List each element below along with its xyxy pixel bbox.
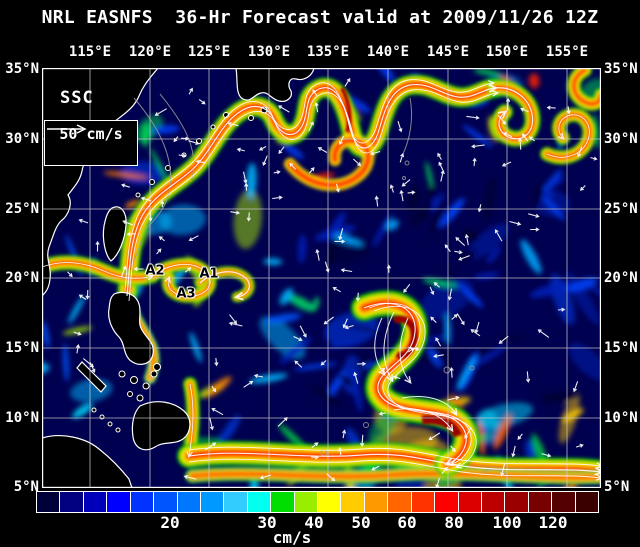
colorbar-cell bbox=[435, 492, 458, 512]
lat-tick-label: 30°N bbox=[604, 131, 638, 147]
speed-colorbar bbox=[36, 491, 599, 513]
lat-tick-label: 15°N bbox=[604, 340, 638, 356]
colorbar-cell bbox=[200, 492, 224, 512]
legend-title: SSC bbox=[60, 88, 94, 108]
lon-tick-label: 145°E bbox=[426, 44, 470, 60]
lat-tick-label: 25°N bbox=[604, 201, 638, 217]
lon-tick-label: 140°E bbox=[366, 44, 410, 60]
colorbar-cell bbox=[505, 492, 528, 512]
colorbar-cell bbox=[458, 492, 482, 512]
lat-tick-label: 10°N bbox=[5, 410, 39, 426]
colorbar-cell bbox=[388, 492, 411, 512]
colorbar-tick: 20 bbox=[160, 513, 180, 532]
vector-scale-box: 50 cm/s bbox=[44, 120, 138, 166]
lon-tick-label: 115°E bbox=[68, 44, 112, 60]
forecast-current-map: SSC 50 cm/s A2 A1 A3 bbox=[42, 68, 601, 488]
colorbar-cell bbox=[130, 492, 154, 512]
colorbar-cell bbox=[60, 492, 83, 512]
lat-tick-label: 5°N bbox=[13, 479, 39, 495]
lat-tick-label: 30°N bbox=[5, 131, 39, 147]
lat-tick-label: 20°N bbox=[5, 270, 39, 286]
colorbar-tick: 40 bbox=[304, 513, 324, 532]
colorbar-cell bbox=[177, 492, 200, 512]
colorbar-tick: 30 bbox=[257, 513, 277, 532]
colorbar-tick: 100 bbox=[492, 513, 522, 532]
colorbar-cell bbox=[83, 492, 107, 512]
colorbar-cell bbox=[318, 492, 341, 512]
colorbar-cell bbox=[482, 492, 505, 512]
colorbar-cell bbox=[247, 492, 271, 512]
lat-tick-label: 20°N bbox=[604, 270, 638, 286]
colorbar-unit-label: cm/s bbox=[272, 528, 312, 547]
colorbar-cell bbox=[552, 492, 575, 512]
colorbar-cell bbox=[271, 492, 294, 512]
lat-tick-label: 10°N bbox=[604, 410, 638, 426]
colorbar-tick: 50 bbox=[351, 513, 371, 532]
lat-tick-label: 25°N bbox=[5, 201, 39, 217]
lon-tick-label: 135°E bbox=[306, 44, 350, 60]
lat-tick-label: 35°N bbox=[604, 61, 638, 77]
colorbar-cell bbox=[294, 492, 318, 512]
colorbar-cell bbox=[107, 492, 130, 512]
colorbar-tick: 120 bbox=[538, 513, 568, 532]
scale-arrow-icon bbox=[47, 124, 87, 134]
colorbar-cell bbox=[364, 492, 388, 512]
lon-tick-label: 130°E bbox=[247, 44, 291, 60]
colorbar-cell bbox=[411, 492, 435, 512]
eddy-label-a2: A2 bbox=[145, 263, 165, 279]
lat-tick-label: 5°N bbox=[604, 479, 630, 495]
eddy-label-a3: A3 bbox=[176, 286, 196, 302]
lon-tick-label: 150°E bbox=[485, 44, 529, 60]
lon-tick-label: 120°E bbox=[128, 44, 172, 60]
lat-tick-label: 35°N bbox=[5, 61, 39, 77]
colorbar-cell bbox=[341, 492, 364, 512]
colorbar-tick: 80 bbox=[444, 513, 464, 532]
colorbar-cell bbox=[224, 492, 247, 512]
colorbar-cell bbox=[154, 492, 177, 512]
colorbar-tick: 60 bbox=[397, 513, 417, 532]
colorbar-cell bbox=[528, 492, 552, 512]
colorbar-cell bbox=[575, 492, 599, 512]
eddy-label-a1: A1 bbox=[199, 266, 219, 282]
lat-tick-label: 15°N bbox=[5, 340, 39, 356]
lon-tick-label: 125°E bbox=[187, 44, 231, 60]
page-title: NRL EASNFS 36-Hr Forecast valid at 2009/… bbox=[41, 7, 599, 28]
colorbar-cell bbox=[37, 492, 60, 512]
lon-tick-label: 155°E bbox=[545, 44, 589, 60]
